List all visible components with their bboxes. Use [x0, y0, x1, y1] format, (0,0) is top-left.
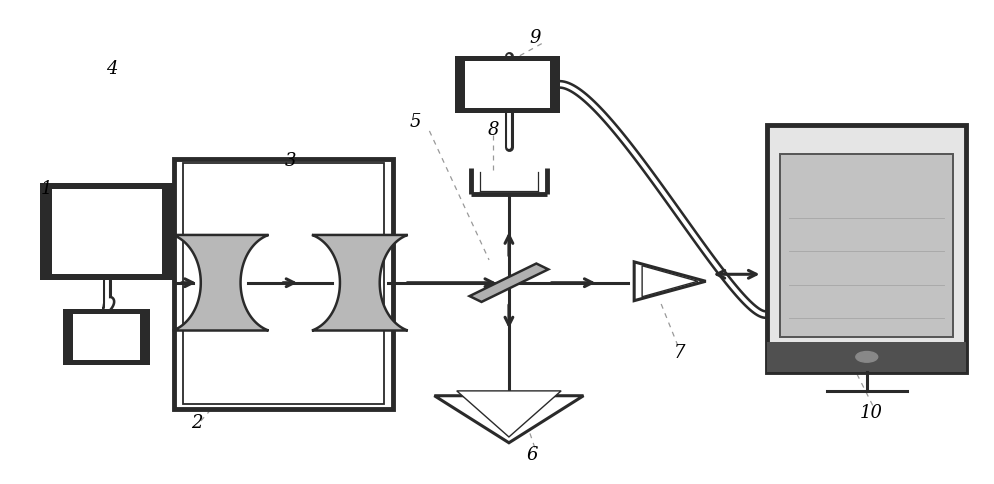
Bar [52, 190, 162, 275]
Polygon shape [457, 391, 561, 437]
Bar [73, 315, 140, 361]
Bar [63, 310, 150, 365]
Bar [465, 61, 550, 109]
Circle shape [856, 352, 878, 363]
Text: 6: 6 [526, 445, 538, 463]
Polygon shape [469, 264, 549, 302]
Polygon shape [173, 235, 268, 331]
Text: 10: 10 [859, 403, 883, 422]
Bar [183, 164, 384, 405]
Bar [767, 342, 966, 373]
Bar [455, 57, 560, 114]
Bar [780, 154, 953, 337]
Text: 7: 7 [674, 343, 686, 362]
Text: 5: 5 [410, 113, 421, 131]
Polygon shape [634, 262, 706, 301]
Bar [767, 126, 966, 373]
Text: 8: 8 [487, 121, 499, 139]
Polygon shape [312, 235, 408, 331]
Text: 1: 1 [41, 180, 53, 198]
Polygon shape [434, 396, 583, 443]
Polygon shape [642, 266, 698, 297]
Bar [174, 160, 393, 409]
Text: 3: 3 [284, 151, 296, 170]
Bar [40, 184, 174, 281]
Text: 4: 4 [105, 60, 117, 78]
Text: 2: 2 [191, 413, 203, 431]
Text: 9: 9 [529, 29, 541, 47]
